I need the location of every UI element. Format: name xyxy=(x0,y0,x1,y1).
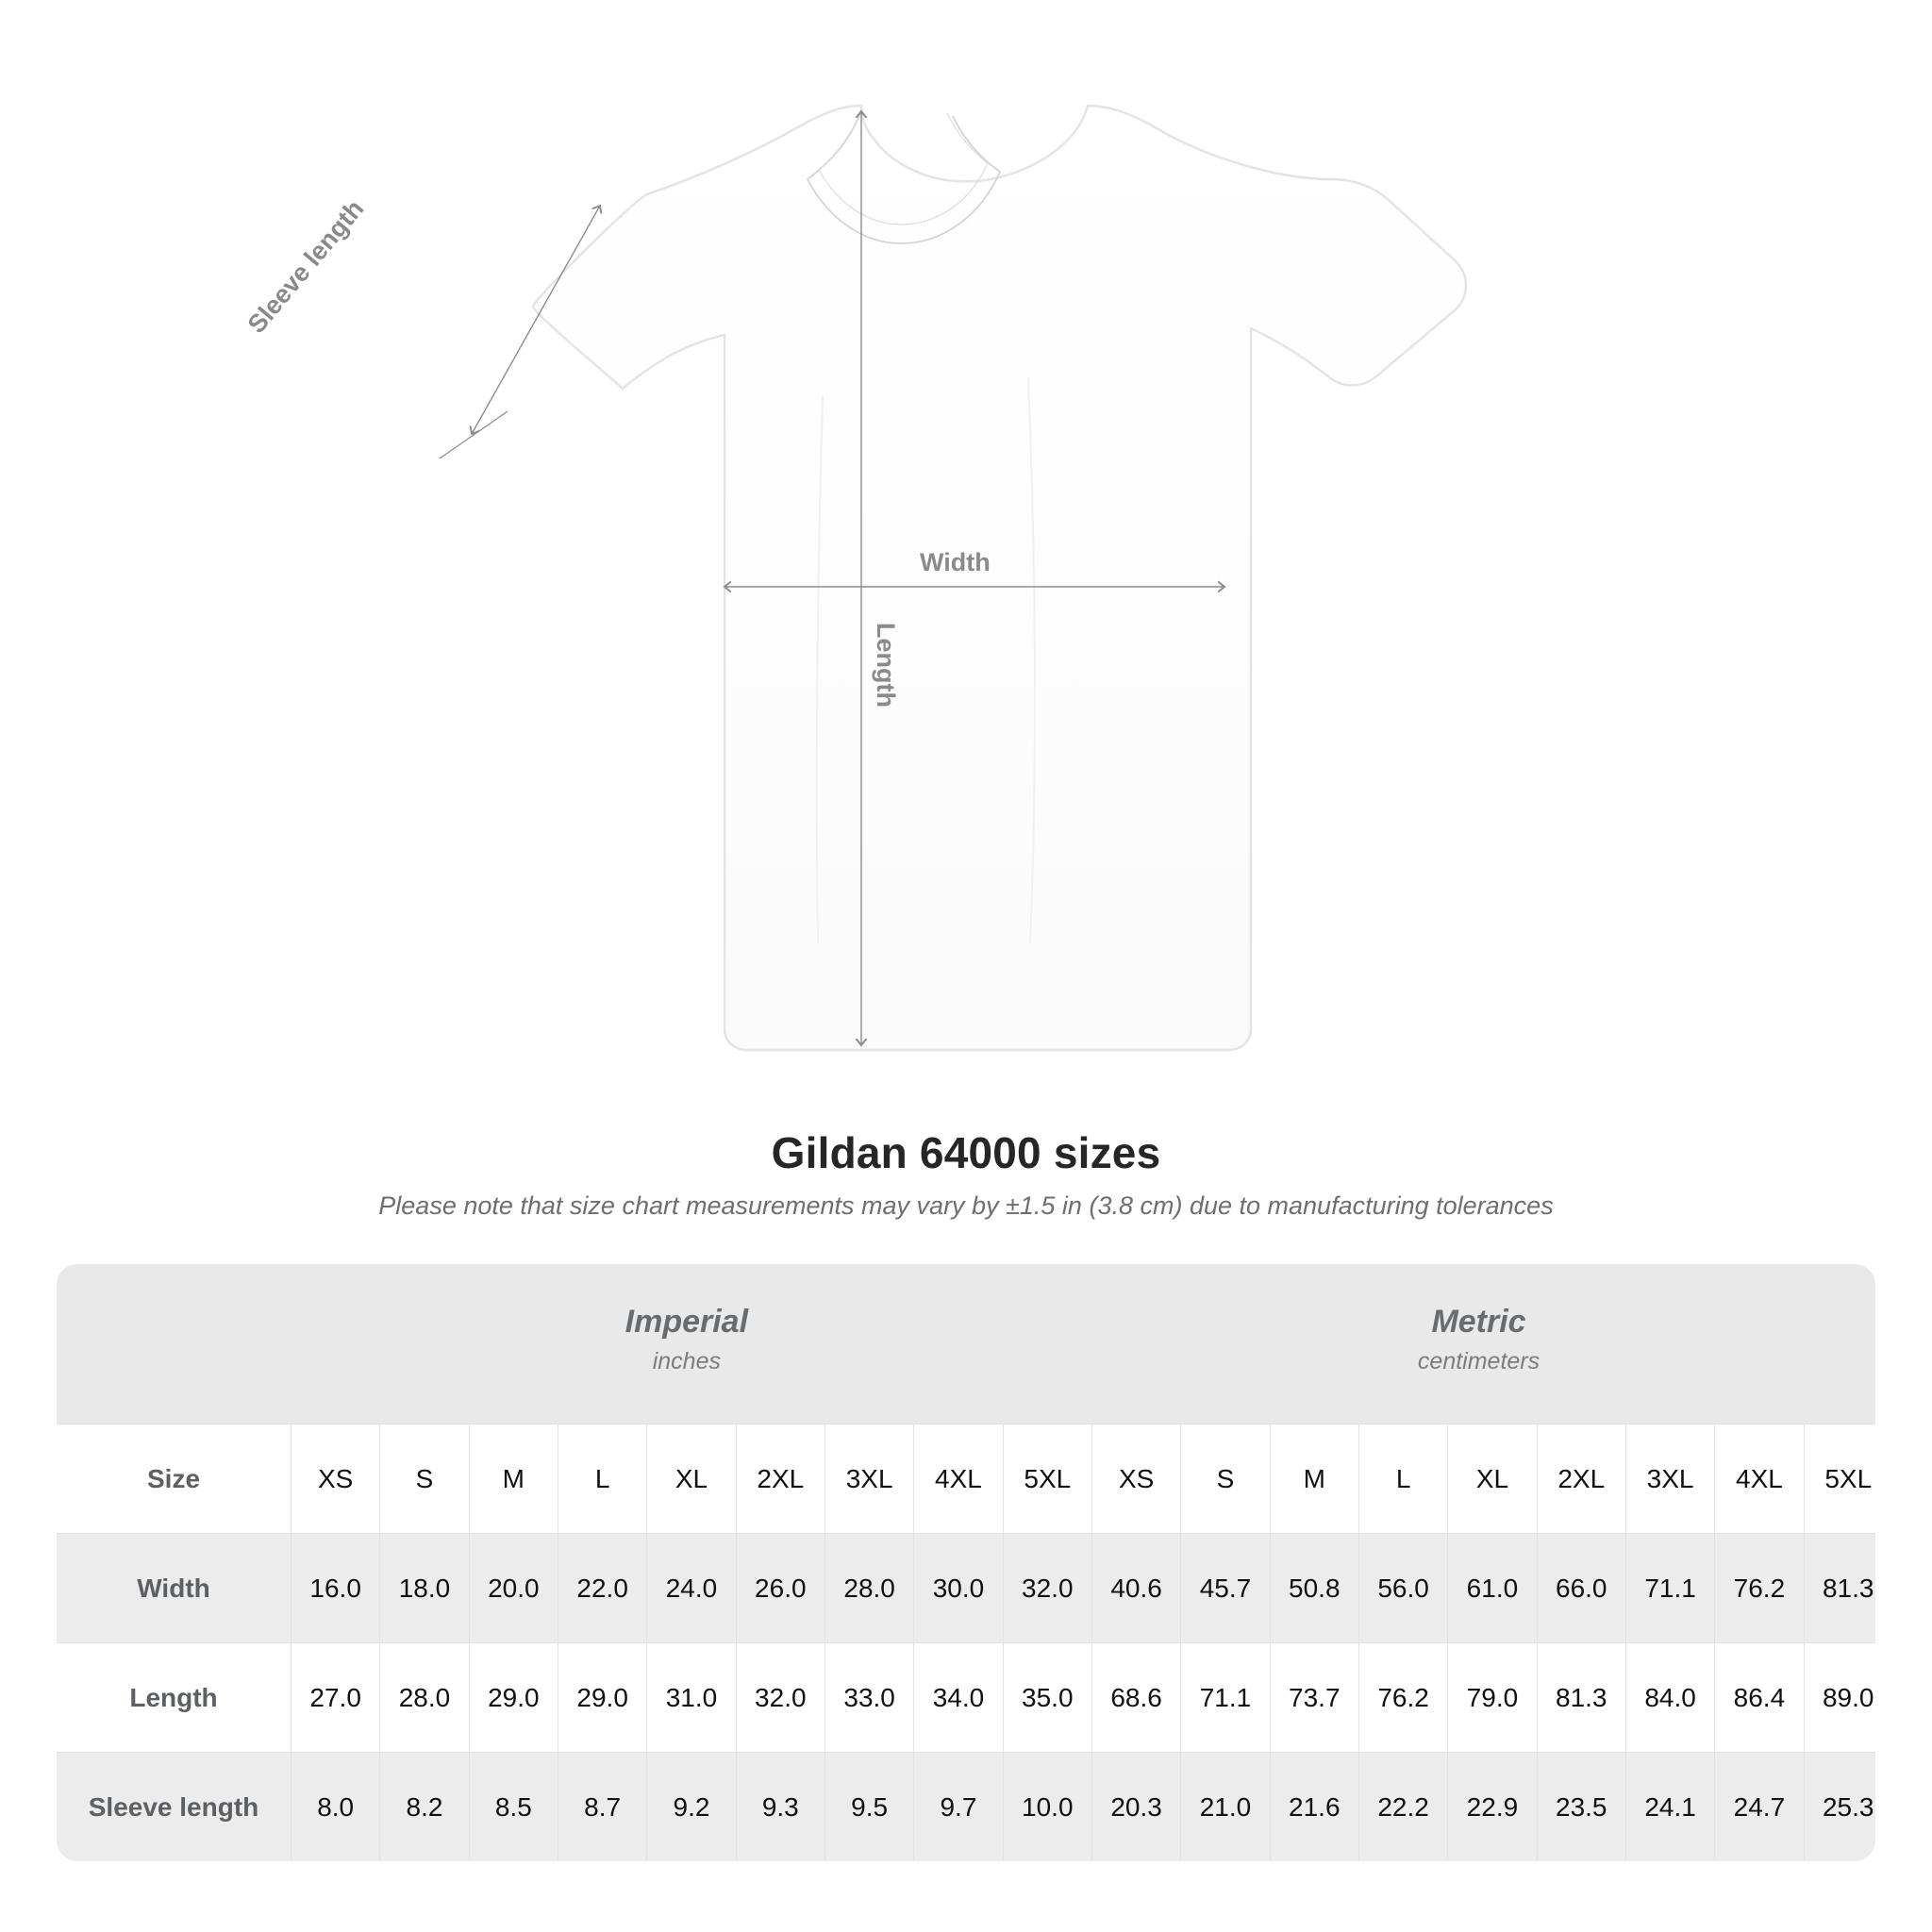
svg-text:Width: Width xyxy=(920,548,991,576)
svg-text:Length: Length xyxy=(872,623,900,708)
svg-text:Sleeve length: Sleeve length xyxy=(242,194,370,339)
